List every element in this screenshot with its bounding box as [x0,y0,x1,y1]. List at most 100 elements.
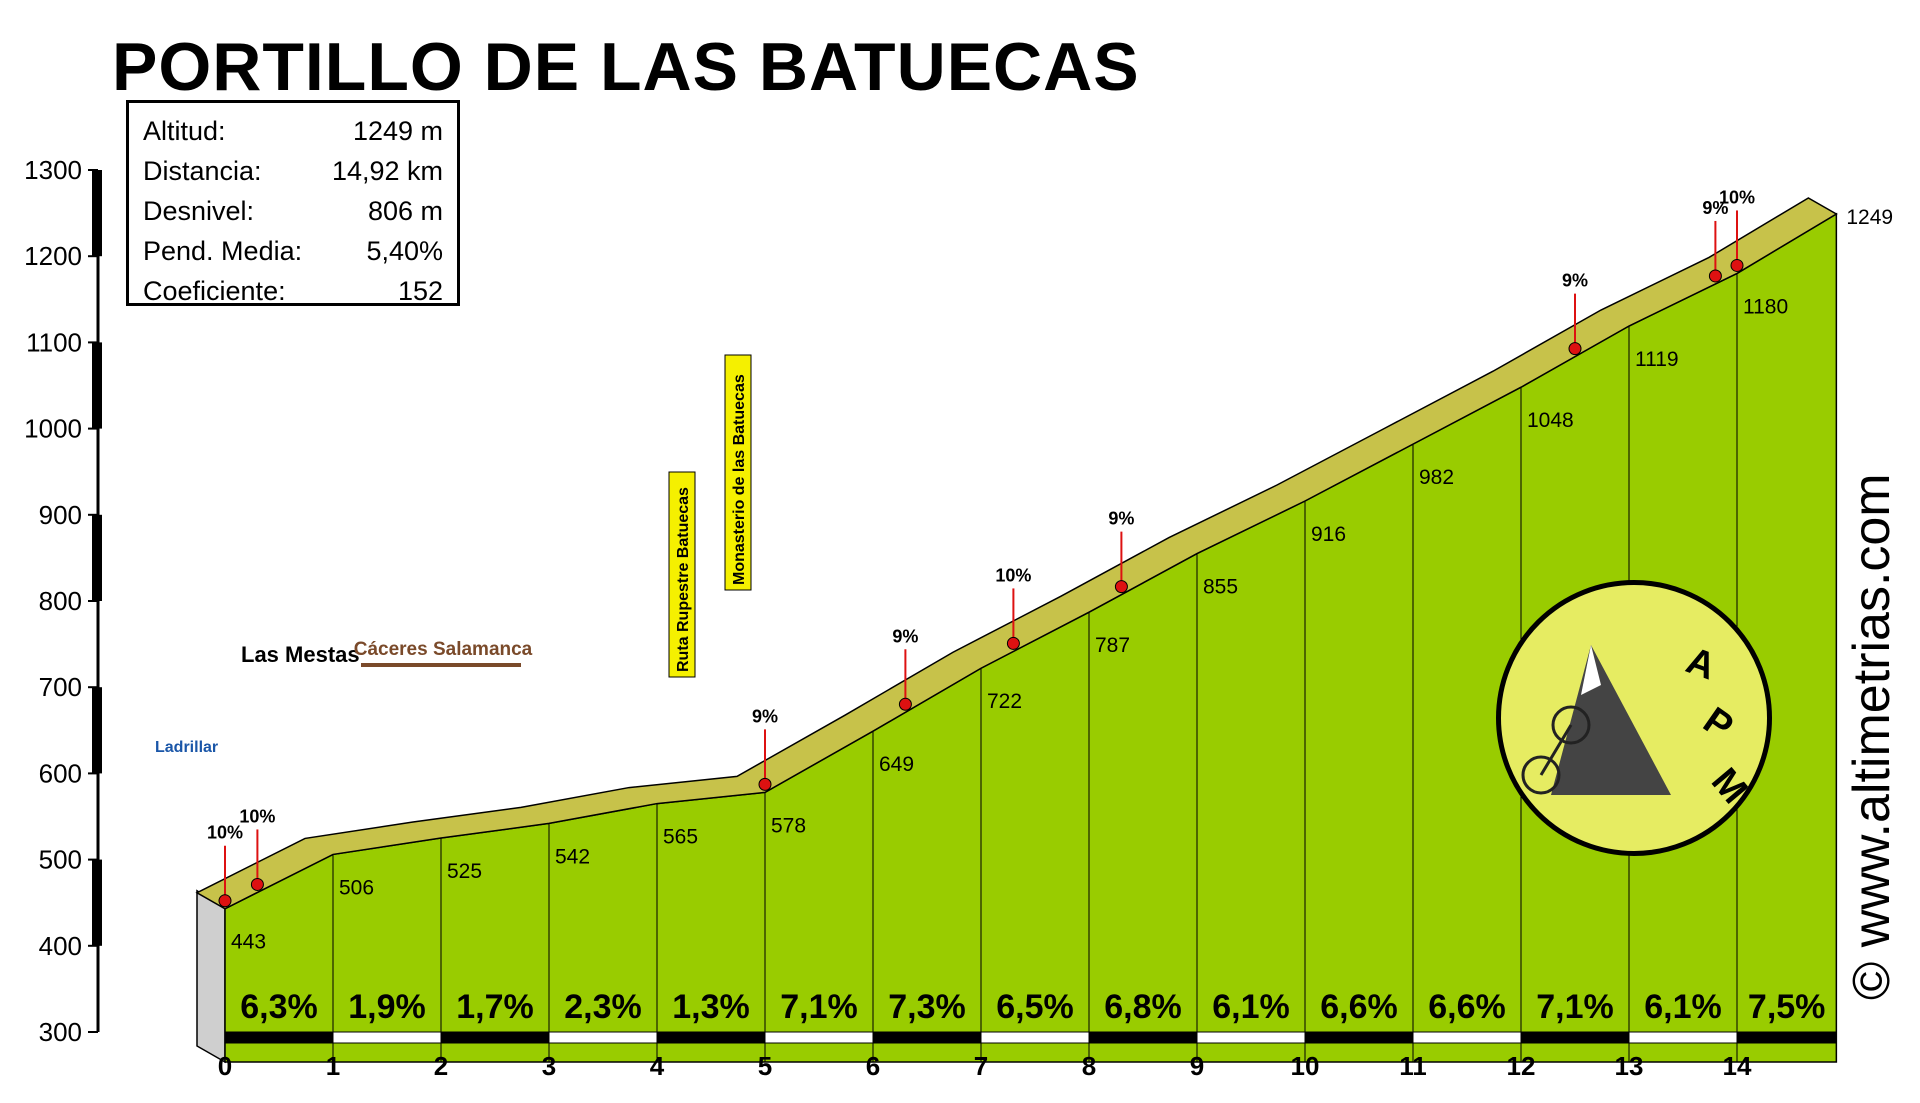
altitude-label: 565 [663,826,698,849]
segment-gradient-label: 7,3% [888,988,966,1026]
apm-logo: A P M [1496,580,1772,856]
y-axis-segment [92,170,102,257]
x-tick-label: 0 [218,1051,232,1081]
y-tick-label: 800 [39,586,82,616]
y-tick-label: 1200 [24,241,82,271]
steep-marker-label: 10% [1719,187,1755,207]
stat-row-altitude: Altitud: 1249 m [143,116,443,146]
steep-marker-label: 10% [207,823,243,843]
segment-gradient-label: 6,1% [1644,988,1722,1026]
segment-gradient-label: 6,8% [1104,988,1182,1026]
segment-gradient-label: 6,6% [1428,988,1506,1026]
km-scale-segment [440,1031,550,1044]
y-tick-label: 900 [39,500,82,530]
y-tick-label: 1300 [24,155,82,185]
x-tick-label: 4 [650,1051,665,1081]
y-tick-label: 700 [39,672,82,702]
altitude-label: 1180 [1743,295,1788,318]
x-tick-label: 5 [758,1051,772,1081]
annotation-monasterio: Monasterio de las Batuecas [731,374,748,585]
altitude-label: 916 [1311,523,1346,546]
segment-gradient-label: 7,1% [1536,988,1614,1026]
altitude-label: 787 [1095,634,1130,657]
km-scale-segment [1736,1031,1837,1044]
steep-marker-dot [1568,342,1582,356]
profile-top-band [195,197,1838,910]
altitude-label: 722 [987,690,1022,713]
annotation-ruta-box [668,471,696,678]
mountain-cyclist-icon [1521,645,1671,795]
x-tick-label: 3 [542,1051,556,1081]
y-tick-label: 1000 [24,414,82,444]
annotation-ruta-rupestre: Ruta Rupestre Batuecas [675,487,692,672]
x-tick-label: 2 [434,1051,448,1081]
km-scale-segment [332,1031,442,1044]
altitude-label: 1048 [1527,409,1574,432]
annotation-caceres-salamanca: Cáceres Salamanca [354,639,533,660]
altitude-label: 506 [339,876,374,899]
x-tick-label: 13 [1615,1051,1644,1081]
altitude-label: 982 [1419,466,1454,489]
y-tick-label: 400 [39,931,82,961]
stat-row-coefficient: Coeficiente: 152 [143,276,443,306]
km-scale-segment [1412,1031,1522,1044]
x-tick-label: 11 [1399,1051,1427,1081]
segment-gradient-label: 6,1% [1212,988,1290,1026]
altitude-label: 649 [879,753,914,776]
km-scale-segment [1628,1031,1738,1044]
x-tick-label: 1 [326,1051,340,1081]
profile-side [196,889,226,1064]
km-scale-segment [656,1031,766,1044]
altitude-label-summit: 1249 [1846,206,1893,229]
x-tick-label: 8 [1082,1051,1096,1081]
altitude-label: 1119 [1635,348,1679,371]
x-tick-label: 7 [974,1051,988,1081]
steep-marker-dot [218,894,232,908]
annotation-ladrillar: Ladrillar [155,739,218,756]
steep-marker-dot [250,877,264,891]
steep-marker-dot [758,777,772,791]
segment-gradient-label: 1,3% [672,988,750,1026]
y-tick-label: 300 [39,1017,82,1047]
segment-gradient-label: 6,3% [240,988,318,1026]
altitude-label: 855 [1203,576,1238,599]
km-scale-segment [764,1031,874,1044]
km-scale-segment [1088,1031,1198,1044]
stat-row-elevation-gain: Desnivel: 806 m [143,196,443,226]
y-tick-label: 500 [39,845,82,875]
stats-box: Altitud: 1249 m Distancia: 14,92 km Desniv… [126,100,460,306]
steep-marker-label: 9% [1108,509,1134,529]
x-tick-label: 12 [1507,1051,1536,1081]
steep-marker-label: 9% [752,706,778,726]
km-scale-segment [548,1031,658,1044]
website-brand: © www.altimetrias.com [1843,473,1901,1000]
steep-marker-label: 9% [892,626,918,646]
segment-gradient-label: 1,7% [456,988,534,1026]
altitude-label: 525 [447,860,482,883]
segment-gradient-label: 6,6% [1320,988,1398,1026]
altitude-label: 578 [771,814,806,837]
y-axis-segment [92,342,102,429]
segment-gradient-label: 7,5% [1748,988,1826,1026]
km-scale-segment [1520,1031,1630,1044]
steep-marker-label: 10% [995,565,1031,585]
km-scale-segment [1304,1031,1414,1044]
x-tick-label: 9 [1190,1051,1204,1081]
steep-marker-label: 9% [1702,198,1728,218]
steep-marker-dot [1114,580,1128,594]
altitude-label: 443 [231,931,266,954]
segment-gradient-label: 7,1% [780,988,858,1026]
chart-title: PORTILLO DE LAS BATUECAS [112,29,1140,105]
altitude-label: 542 [555,845,590,868]
steep-marker-dot [1006,636,1020,650]
y-tick-label: 600 [39,758,82,788]
annotation-monasterio-box [724,354,752,591]
km-scale-segment [980,1031,1090,1044]
y-axis-segment [92,687,102,774]
x-tick-label: 10 [1291,1051,1320,1081]
segment-gradient-label: 1,9% [348,988,426,1026]
steep-marker-label: 10% [239,806,275,826]
km-scale-segment [1196,1031,1306,1044]
y-tick-label: 1100 [26,327,82,357]
